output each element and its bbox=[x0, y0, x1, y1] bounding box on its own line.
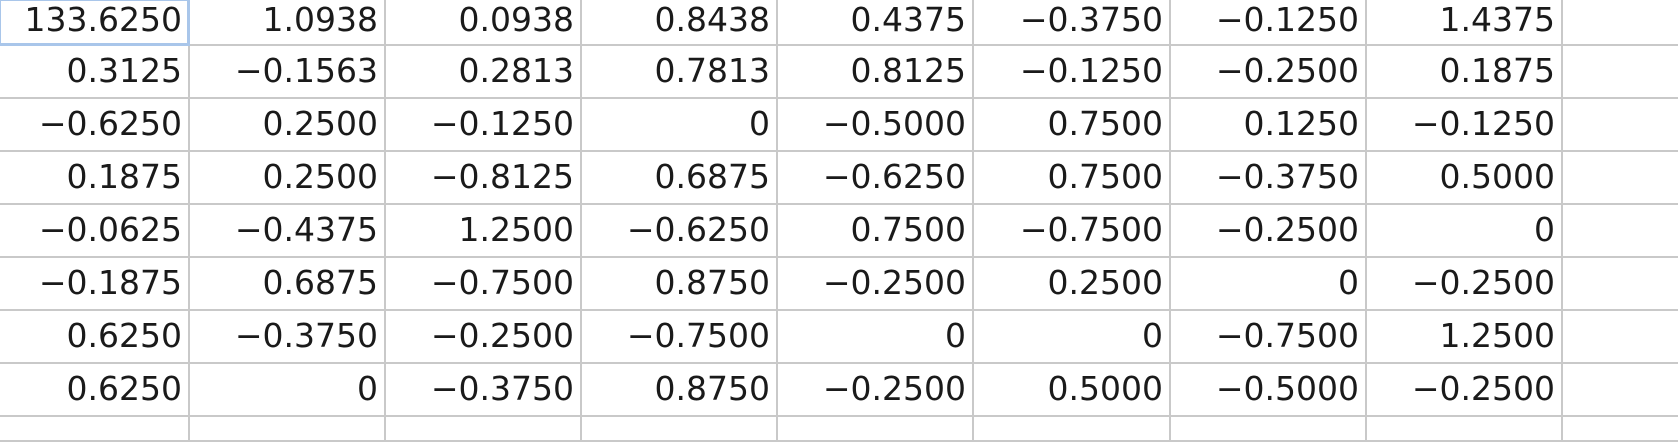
cell-r1-c5[interactable]: −0.1250 bbox=[974, 46, 1171, 99]
cell-r2-c8[interactable] bbox=[1563, 99, 1678, 152]
cell-r4-c0[interactable]: −0.0625 bbox=[0, 205, 190, 258]
cell-r5-c8[interactable] bbox=[1563, 258, 1678, 311]
cell-r1-c2[interactable]: 0.2813 bbox=[386, 46, 582, 99]
cell-r1-c8[interactable] bbox=[1563, 46, 1678, 99]
cell-r6-c4[interactable]: 0 bbox=[778, 311, 974, 364]
cell-r4-c8[interactable] bbox=[1563, 205, 1678, 258]
cell-r2-c1[interactable]: 0.2500 bbox=[190, 99, 386, 152]
cell-r3-c4[interactable]: −0.6250 bbox=[778, 152, 974, 205]
cell-r7-c5[interactable]: 0.5000 bbox=[974, 364, 1171, 417]
cell-r2-c6[interactable]: 0.1250 bbox=[1171, 99, 1367, 152]
cell-r3-c5[interactable]: 0.7500 bbox=[974, 152, 1171, 205]
cell-r5-c5[interactable]: 0.2500 bbox=[974, 258, 1171, 311]
cell-r1-c4[interactable]: 0.8125 bbox=[778, 46, 974, 99]
cell-r1-c3[interactable]: 0.7813 bbox=[582, 46, 778, 99]
cell-r8-c2[interactable] bbox=[386, 417, 582, 442]
cell-r0-c6[interactable]: −0.1250 bbox=[1171, 0, 1367, 46]
cell-r0-c1[interactable]: 1.0938 bbox=[190, 0, 386, 46]
cell-r0-c4[interactable]: 0.4375 bbox=[778, 0, 974, 46]
cell-r0-c2[interactable]: 0.0938 bbox=[386, 0, 582, 46]
cell-r6-c2[interactable]: −0.2500 bbox=[386, 311, 582, 364]
cell-r6-c5[interactable]: 0 bbox=[974, 311, 1171, 364]
cell-r7-c6[interactable]: −0.5000 bbox=[1171, 364, 1367, 417]
cell-r7-c3[interactable]: 0.8750 bbox=[582, 364, 778, 417]
cell-r7-c4[interactable]: −0.2500 bbox=[778, 364, 974, 417]
cell-r5-c2[interactable]: −0.7500 bbox=[386, 258, 582, 311]
cell-r4-c5[interactable]: −0.7500 bbox=[974, 205, 1171, 258]
cell-r6-c3[interactable]: −0.7500 bbox=[582, 311, 778, 364]
cell-r0-c8[interactable] bbox=[1563, 0, 1678, 46]
cell-r7-c8[interactable] bbox=[1563, 364, 1678, 417]
cell-r7-c1[interactable]: 0 bbox=[190, 364, 386, 417]
cell-r4-c6[interactable]: −0.2500 bbox=[1171, 205, 1367, 258]
cell-r4-c2[interactable]: 1.2500 bbox=[386, 205, 582, 258]
cell-r5-c1[interactable]: 0.6875 bbox=[190, 258, 386, 311]
cell-r8-c8[interactable] bbox=[1563, 417, 1678, 442]
cell-r8-c5[interactable] bbox=[974, 417, 1171, 442]
cell-r3-c0[interactable]: 0.1875 bbox=[0, 152, 190, 205]
cell-r2-c2[interactable]: −0.1250 bbox=[386, 99, 582, 152]
cell-r5-c0[interactable]: −0.1875 bbox=[0, 258, 190, 311]
cell-r3-c2[interactable]: −0.8125 bbox=[386, 152, 582, 205]
cell-r7-c2[interactable]: −0.3750 bbox=[386, 364, 582, 417]
cell-r0-c5[interactable]: −0.3750 bbox=[974, 0, 1171, 46]
cell-r4-c3[interactable]: −0.6250 bbox=[582, 205, 778, 258]
cell-r5-c3[interactable]: 0.8750 bbox=[582, 258, 778, 311]
cell-r3-c6[interactable]: −0.3750 bbox=[1171, 152, 1367, 205]
cell-r2-c5[interactable]: 0.7500 bbox=[974, 99, 1171, 152]
cell-r8-c4[interactable] bbox=[778, 417, 974, 442]
cell-r8-c0[interactable] bbox=[0, 417, 190, 442]
cell-r1-c7[interactable]: 0.1875 bbox=[1367, 46, 1563, 99]
cell-r2-c3[interactable]: 0 bbox=[582, 99, 778, 152]
cell-r8-c3[interactable] bbox=[582, 417, 778, 442]
cell-r6-c1[interactable]: −0.3750 bbox=[190, 311, 386, 364]
cell-r2-c7[interactable]: −0.1250 bbox=[1367, 99, 1563, 152]
cell-r7-c7[interactable]: −0.2500 bbox=[1367, 364, 1563, 417]
cell-r6-c8[interactable] bbox=[1563, 311, 1678, 364]
cell-r0-c7[interactable]: 1.4375 bbox=[1367, 0, 1563, 46]
cell-r2-c0[interactable]: −0.6250 bbox=[0, 99, 190, 152]
cell-r4-c1[interactable]: −0.4375 bbox=[190, 205, 386, 258]
cell-r6-c6[interactable]: −0.7500 bbox=[1171, 311, 1367, 364]
cell-r4-c7[interactable]: 0 bbox=[1367, 205, 1563, 258]
cell-r5-c6[interactable]: 0 bbox=[1171, 258, 1367, 311]
cell-r5-c7[interactable]: −0.2500 bbox=[1367, 258, 1563, 311]
cell-r7-c0[interactable]: 0.6250 bbox=[0, 364, 190, 417]
cell-r8-c1[interactable] bbox=[190, 417, 386, 442]
cell-r6-c7[interactable]: 1.2500 bbox=[1367, 311, 1563, 364]
cell-r8-c6[interactable] bbox=[1171, 417, 1367, 442]
cell-r3-c3[interactable]: 0.6875 bbox=[582, 152, 778, 205]
cell-r0-c0[interactable]: 133.6250 bbox=[0, 0, 190, 46]
cell-r2-c4[interactable]: −0.5000 bbox=[778, 99, 974, 152]
cell-r3-c1[interactable]: 0.2500 bbox=[190, 152, 386, 205]
cell-r1-c0[interactable]: 0.3125 bbox=[0, 46, 190, 99]
cell-r0-c3[interactable]: 0.8438 bbox=[582, 0, 778, 46]
cell-r1-c6[interactable]: −0.2500 bbox=[1171, 46, 1367, 99]
cell-r5-c4[interactable]: −0.2500 bbox=[778, 258, 974, 311]
cell-r4-c4[interactable]: 0.7500 bbox=[778, 205, 974, 258]
cell-r6-c0[interactable]: 0.6250 bbox=[0, 311, 190, 364]
cell-r3-c8[interactable] bbox=[1563, 152, 1678, 205]
cell-r8-c7[interactable] bbox=[1367, 417, 1563, 442]
cell-r1-c1[interactable]: −0.1563 bbox=[190, 46, 386, 99]
cell-r3-c7[interactable]: 0.5000 bbox=[1367, 152, 1563, 205]
